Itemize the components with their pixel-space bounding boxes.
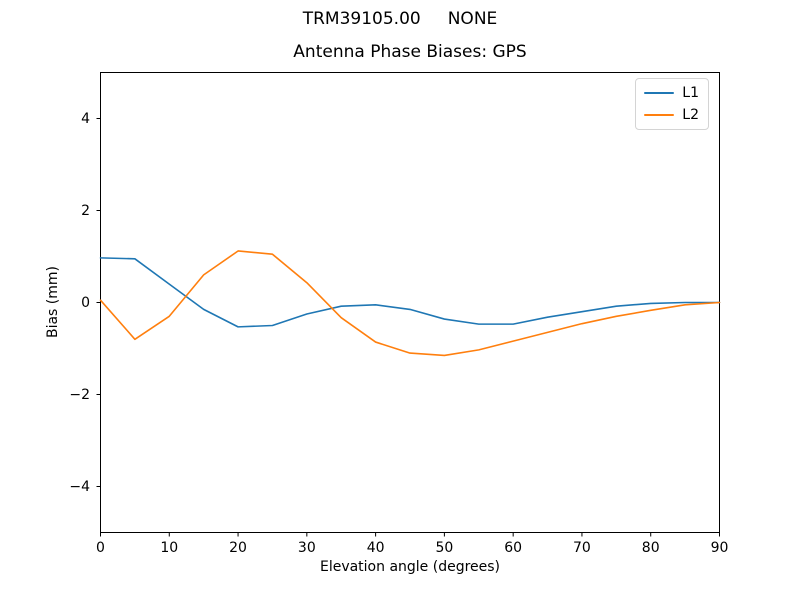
- x-tick-label: 50: [435, 540, 454, 556]
- legend-entry-l1: L1: [644, 84, 699, 102]
- plot-svg: [96, 72, 721, 537]
- x-tick-label: 90: [710, 540, 729, 556]
- y-tick-label: 4: [81, 110, 90, 127]
- y-tick-label: 0: [81, 294, 90, 311]
- x-tick-label: 30: [297, 540, 316, 556]
- line-L2: [99, 250, 721, 357]
- x-tick-label: 40: [366, 540, 385, 556]
- x-tick-label: 70: [573, 540, 591, 556]
- legend: L1 L2: [635, 78, 709, 130]
- chart-title: Antenna Phase Biases: GPS: [293, 42, 527, 62]
- x-tick-label: 20: [229, 540, 247, 556]
- legend-label-l1: L1: [682, 85, 699, 101]
- x-axis-label: Elevation angle (degrees): [319, 559, 501, 575]
- legend-label-l2: L2: [682, 107, 699, 123]
- legend-line-swatch-l1: [644, 91, 675, 95]
- x-tick-label: 60: [504, 540, 523, 556]
- legend-entry-l2: L2: [644, 106, 699, 124]
- legend-line-swatch-l2: [644, 113, 675, 117]
- y-tick-label: −2: [69, 386, 90, 403]
- x-tick-label: 10: [160, 540, 179, 556]
- y-tick-label: 2: [81, 202, 90, 219]
- plot-area: L1 L2 0 10 20 30 40 50 60 70 80 90 −4 −2 0 2 4: [69, 72, 728, 556]
- x-tick-label: 0: [96, 540, 105, 556]
- y-tick-label: −4: [69, 478, 90, 495]
- x-tick-label: 80: [641, 540, 660, 556]
- line-L1: [99, 257, 721, 328]
- figure-suptitle: TRM39105.00 NONE: [302, 9, 498, 29]
